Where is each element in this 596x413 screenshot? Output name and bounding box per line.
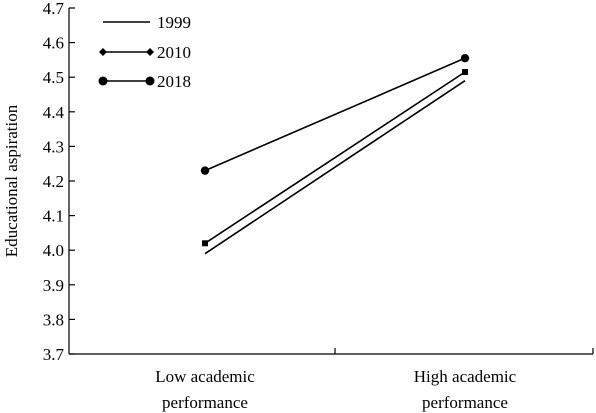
y-tick-label: 4.2 (43, 172, 64, 191)
y-tick-label: 4.5 (43, 68, 64, 87)
legend-marker-circle (98, 76, 108, 86)
series-line-1999 (204, 79, 466, 255)
y-tick-label: 4.7 (43, 0, 65, 18)
y-axis-title: Educational aspiration (2, 104, 21, 257)
x-category-label: performance (162, 393, 248, 412)
legend: 1999 2010 2018 (98, 13, 191, 91)
legend-marker-circle (145, 76, 155, 86)
y-ticks: 3.7 3.8 3.9 4.0 4.1 4.2 4.3 4.4 4.5 4.6 4.7 (43, 0, 75, 364)
y-tick-label: 3.9 (43, 276, 64, 295)
data-point-circle (460, 53, 470, 63)
legend-marker-diamond (99, 48, 107, 56)
y-tick-label: 4.3 (43, 137, 64, 156)
legend-label: 2010 (157, 43, 191, 62)
y-tick-label: 4.0 (43, 241, 64, 260)
series-line-2010 (204, 71, 466, 244)
axes (68, 8, 593, 355)
data-point-square (462, 69, 468, 76)
legend-marker-diamond (146, 48, 154, 56)
x-category-label: Low academic (155, 367, 255, 386)
x-ticks: Low academic performance High academic perf… (155, 348, 594, 412)
x-category-label: High academic (414, 367, 517, 386)
series-line-2018 (204, 57, 466, 172)
y-tick-label: 4.6 (43, 34, 64, 53)
y-tick-label: 4.4 (43, 103, 65, 122)
y-tick-label: 3.7 (43, 345, 65, 364)
x-category-label: performance (422, 393, 508, 412)
series-group (200, 53, 470, 255)
legend-label: 2018 (157, 72, 191, 91)
legend-label: 1999 (157, 13, 191, 32)
data-point-circle (200, 166, 210, 175)
y-tick-label: 4.1 (43, 207, 64, 226)
data-point-square (202, 240, 208, 247)
y-tick-label: 3.8 (43, 310, 64, 329)
